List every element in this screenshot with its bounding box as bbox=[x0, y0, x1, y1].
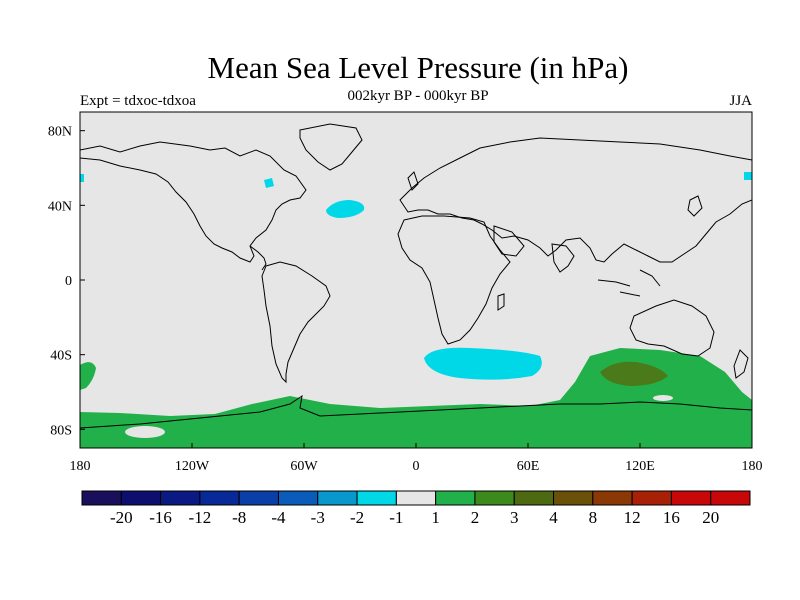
south-indian-strong-positive-region bbox=[600, 361, 668, 386]
madagascar-coast bbox=[497, 293, 505, 311]
colorbar-swatch bbox=[553, 490, 594, 506]
japan-coast bbox=[687, 195, 703, 217]
southern-ocean-positive-region bbox=[80, 348, 752, 448]
south-pacific-positive-region bbox=[80, 362, 96, 390]
south-atlantic-negative-region bbox=[424, 347, 542, 380]
lon-tick-label: 180 bbox=[742, 459, 763, 474]
lon-tick-label: 60E bbox=[517, 459, 540, 474]
lon-tick-label: 0 bbox=[413, 459, 420, 474]
colorbar-label: -3 bbox=[311, 508, 325, 527]
antarctica-coast bbox=[80, 394, 752, 429]
map-title: Mean Sea Level Pressure (in hPa) bbox=[207, 50, 629, 85]
uk-coast bbox=[407, 171, 419, 191]
colorbar-label: -8 bbox=[232, 508, 246, 527]
experiment-label: Expt = tdxoc-tdxoa bbox=[80, 93, 196, 109]
colorbar-swatch bbox=[317, 490, 358, 506]
colorbar: -20 -16 -12 -8 -4 -3 -2 -1 1 2 3 4 8 12 16 20 bbox=[81, 490, 751, 527]
colorbar-swatch bbox=[592, 490, 633, 506]
colorbar-swatch bbox=[199, 490, 240, 506]
central-america-coast bbox=[249, 245, 267, 271]
lat-tick-label: 80N bbox=[48, 125, 72, 140]
eurasia-coast bbox=[399, 137, 752, 263]
colorbar-label: 20 bbox=[702, 508, 719, 527]
indonesia-coast bbox=[597, 269, 661, 297]
colorbar-swatch bbox=[631, 490, 672, 506]
colorbar-label: -1 bbox=[389, 508, 403, 527]
lon-tick-label: 60W bbox=[290, 459, 318, 474]
antarctic-light-pocket-2 bbox=[653, 395, 673, 401]
colorbar-swatch bbox=[277, 490, 319, 506]
lat-tick-label: 40S bbox=[50, 349, 72, 364]
arabia-coast bbox=[493, 225, 525, 257]
north-atlantic-negative-region bbox=[326, 200, 365, 218]
colorbar-swatch bbox=[81, 490, 122, 506]
east-pacific-negative-region bbox=[80, 174, 84, 182]
latitude-axis: 80N 40N 0 40S 80S bbox=[48, 125, 85, 438]
lat-tick-label: 80S bbox=[50, 423, 72, 438]
greenland-coast bbox=[299, 123, 363, 171]
anomaly-shading bbox=[80, 123, 752, 448]
colorbar-swatch bbox=[710, 490, 751, 506]
colorbar-swatch bbox=[120, 490, 162, 506]
colorbar-swatch bbox=[160, 490, 201, 506]
season-label: JJA bbox=[729, 93, 752, 109]
colorbar-swatch bbox=[356, 490, 397, 506]
india-coast bbox=[551, 243, 575, 273]
colorbar-label: -20 bbox=[110, 508, 133, 527]
lon-tick-label: 180 bbox=[70, 459, 91, 474]
colorbar-label: 3 bbox=[510, 508, 519, 527]
colorbar-label: -12 bbox=[189, 508, 212, 527]
lon-tick-label: 120E bbox=[625, 459, 655, 474]
colorbar-swatch bbox=[238, 490, 279, 506]
colorbar-swatch bbox=[513, 490, 555, 506]
new-zealand-coast bbox=[733, 349, 749, 379]
longitude-axis: 180 120W 60W 0 60E 120E 180 bbox=[70, 443, 763, 474]
colorbar-label: -16 bbox=[149, 508, 172, 527]
lon-tick-label: 120W bbox=[175, 459, 210, 474]
colorbar-label: 8 bbox=[589, 508, 598, 527]
colorbar-swatch bbox=[670, 490, 712, 506]
colorbar-swatch bbox=[395, 490, 437, 506]
lat-tick-label: 0 bbox=[65, 274, 72, 289]
colorbar-label: 1 bbox=[431, 508, 440, 527]
north-america-coast bbox=[80, 141, 307, 263]
coastlines bbox=[80, 123, 752, 429]
australia-coast bbox=[629, 299, 715, 357]
colorbar-label: 16 bbox=[663, 508, 680, 527]
colorbar-label: -4 bbox=[271, 508, 286, 527]
west-pacific-negative-region bbox=[744, 172, 752, 180]
hudson-bay-negative-region bbox=[264, 178, 274, 188]
colorbar-label: 12 bbox=[624, 508, 641, 527]
colorbar-label: 2 bbox=[471, 508, 480, 527]
colorbar-label: 4 bbox=[549, 508, 558, 527]
colorbar-swatch bbox=[474, 490, 515, 506]
map-subtitle: 002kyr BP - 000kyr BP bbox=[347, 88, 489, 104]
lat-tick-label: 40N bbox=[48, 199, 72, 214]
africa-coast bbox=[397, 215, 511, 345]
colorbar-label: -2 bbox=[350, 508, 364, 527]
colorbar-swatch bbox=[435, 490, 476, 506]
antarctic-light-pocket-1 bbox=[125, 426, 165, 438]
south-america-coast bbox=[261, 261, 331, 384]
